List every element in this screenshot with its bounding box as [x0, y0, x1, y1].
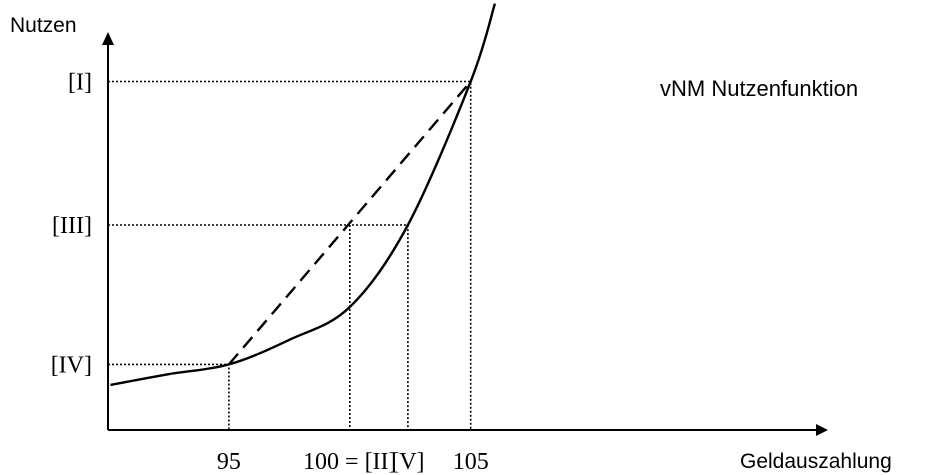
series-lines	[110, 3, 497, 387]
x-axis-arrow	[816, 424, 828, 436]
guide-line-0	[108, 80, 472, 430]
y-tick-label-1: [III]	[52, 213, 92, 239]
y-tick-label-2: [IV]	[51, 352, 92, 378]
x-tick-label-2: [V]	[391, 449, 424, 475]
guide-line-1	[108, 224, 409, 430]
vnm-utility-curve	[110, 3, 497, 387]
tick-labels: 95 100 = [II][V] 105 [I] [III] [IV]	[51, 70, 489, 475]
y-axis-arrow	[102, 32, 114, 45]
y-axis-label: Nutzen	[10, 14, 77, 37]
x-tick-label-3: 105	[453, 449, 489, 475]
y-tick-label-0: [I]	[68, 70, 92, 96]
series-label-vnm: vNM Nutzenfunktion	[660, 76, 858, 101]
x-tick-label-1: 100 = [II]	[303, 449, 397, 475]
x-tick-label-0: 95	[217, 449, 241, 475]
guide-lines	[108, 80, 472, 430]
x-axis-label: Geldauszahlung	[740, 450, 892, 473]
dashed-chord-line	[227, 80, 472, 366]
axes	[102, 32, 828, 436]
